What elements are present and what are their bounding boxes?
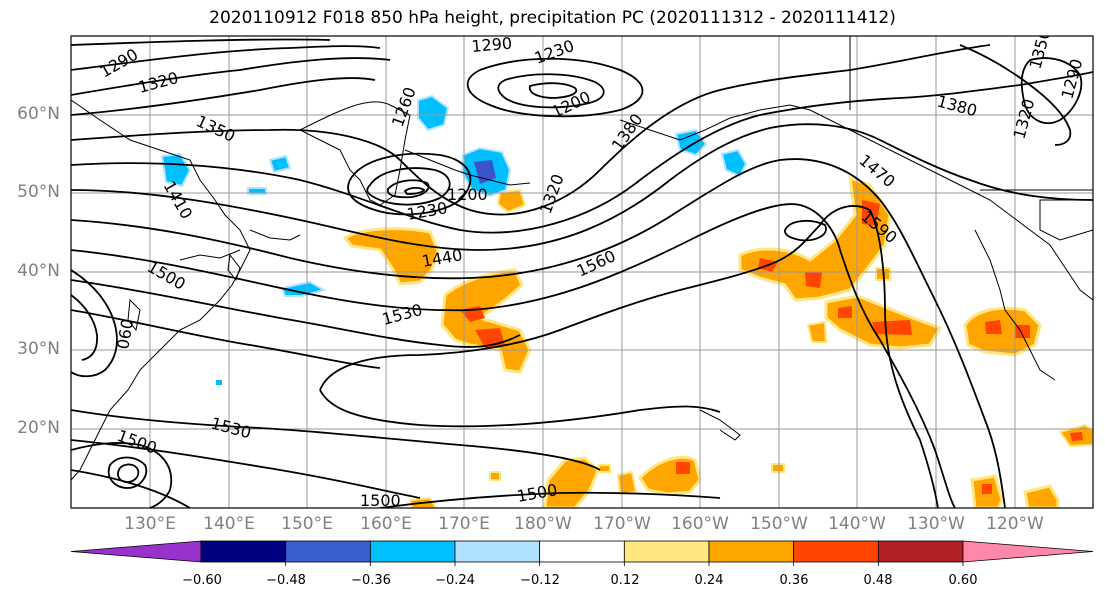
lat-label-60n: 60°N: [17, 104, 60, 124]
colorbar-tick: −0.60: [182, 573, 222, 588]
lon-label-180w: 180°W: [514, 514, 572, 534]
lon-label-140w: 140°W: [828, 514, 886, 534]
height-contours: [71, 38, 1093, 508]
lon-label-160w: 160°W: [671, 514, 729, 534]
colorbar-tick: 0.60: [948, 573, 978, 588]
map-gridlines: [71, 36, 1093, 508]
lon-label-130e: 130°E: [124, 514, 176, 534]
colorbar-segment: [708, 540, 795, 563]
colorbar-tick: 0.12: [610, 573, 640, 588]
colorbar-segment: [623, 540, 710, 563]
contour-label: 1500: [360, 491, 401, 510]
lon-label-150e: 150°E: [281, 514, 333, 534]
lat-label-40n: 40°N: [17, 261, 60, 281]
colorbar-tick: −0.48: [266, 573, 306, 588]
colorbar-segment: [285, 540, 371, 563]
lon-label-150w: 150°W: [750, 514, 808, 534]
colorbar-extend-max: [962, 540, 1094, 563]
colorbar-segment: [539, 540, 625, 563]
lat-label-50n: 50°N: [17, 182, 60, 202]
precip-positive-shading: [342, 175, 1093, 508]
map-frame: [70, 35, 1094, 509]
lon-label-140e: 140°E: [203, 514, 255, 534]
lat-label-30n: 30°N: [17, 339, 60, 359]
map-title: 2020110912 F018 850 hPa height, precipit…: [209, 8, 896, 28]
lon-label-130w: 130°W: [907, 514, 965, 534]
colorbar-tick: 0.48: [863, 573, 893, 588]
contour-label: 1200: [447, 185, 488, 204]
lat-label-20n: 20°N: [17, 418, 60, 438]
coastlines: [71, 36, 1093, 481]
colorbar: [70, 540, 1094, 566]
lon-label-170w: 170°W: [593, 514, 651, 534]
colorbar-segment: [369, 540, 456, 563]
colorbar-tick: −0.36: [351, 573, 391, 588]
colorbar-tick: 0.24: [694, 573, 724, 588]
lon-label-170e: 170°E: [438, 514, 490, 534]
colorbar-tick: −0.24: [435, 573, 475, 588]
precip-negative-shading: [160, 94, 748, 385]
colorbar-segment: [200, 540, 287, 563]
colorbar-segment: [454, 540, 541, 563]
colorbar-segment: [793, 540, 879, 563]
lon-label-120w: 120°W: [986, 514, 1044, 534]
contour-label: 1290: [471, 34, 513, 56]
colorbar-extend-min: [70, 540, 202, 563]
colorbar-tick: 0.36: [779, 573, 809, 588]
colorbar-segment: [877, 540, 964, 563]
colorbar-tick: −0.12: [520, 573, 560, 588]
lon-label-160e: 160°E: [360, 514, 412, 534]
